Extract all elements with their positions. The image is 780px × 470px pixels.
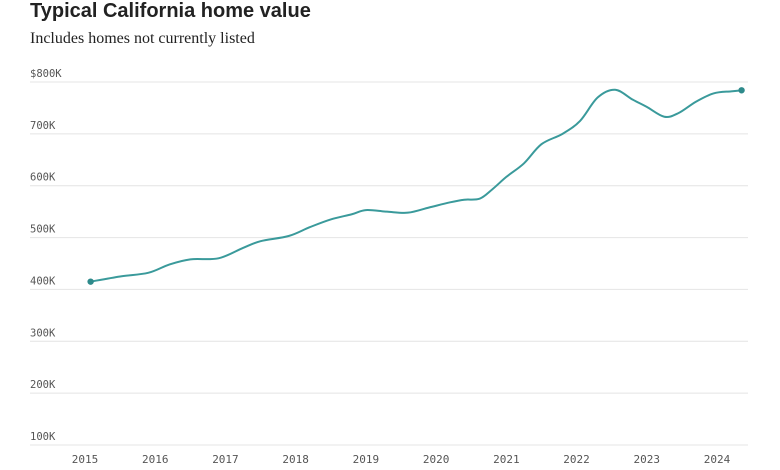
x-tick-label: 2019 xyxy=(353,453,380,466)
chart-title: Typical California home value xyxy=(30,0,311,22)
gridlines xyxy=(30,81,748,446)
x-axis-labels: 2015 2016 2017 2018 2019 2020 2021 2022 2023 2024 xyxy=(72,453,731,466)
y-tick-label: $800K xyxy=(30,68,62,80)
y-tick-label: 500K xyxy=(30,224,56,236)
y-tick-label: 400K xyxy=(30,275,56,287)
end-point-marker xyxy=(738,87,745,94)
x-tick-label: 2016 xyxy=(142,453,169,466)
x-tick-label: 2020 xyxy=(423,453,450,466)
y-tick-label: 700K xyxy=(30,120,56,132)
x-tick-label: 2015 xyxy=(72,453,99,466)
x-tick-label: 2023 xyxy=(634,453,661,466)
x-tick-label: 2024 xyxy=(704,453,731,466)
series-line xyxy=(90,88,742,283)
y-tick-label: 300K xyxy=(30,327,56,339)
y-tick-label: 100K xyxy=(30,431,56,443)
x-tick-label: 2022 xyxy=(563,453,590,466)
y-tick-label: 600K xyxy=(30,172,56,184)
x-tick-label: 2017 xyxy=(212,453,239,466)
y-axis-labels: 100K 200K 300K 400K 500K 600K 700K $800K xyxy=(30,68,62,443)
chart-subtitle: Includes homes not currently listed xyxy=(30,30,255,47)
y-tick-label: 200K xyxy=(30,379,56,391)
start-point-marker xyxy=(87,278,94,285)
series-layer xyxy=(87,87,745,285)
x-tick-label: 2018 xyxy=(282,453,309,466)
x-tick-label: 2021 xyxy=(493,453,520,466)
